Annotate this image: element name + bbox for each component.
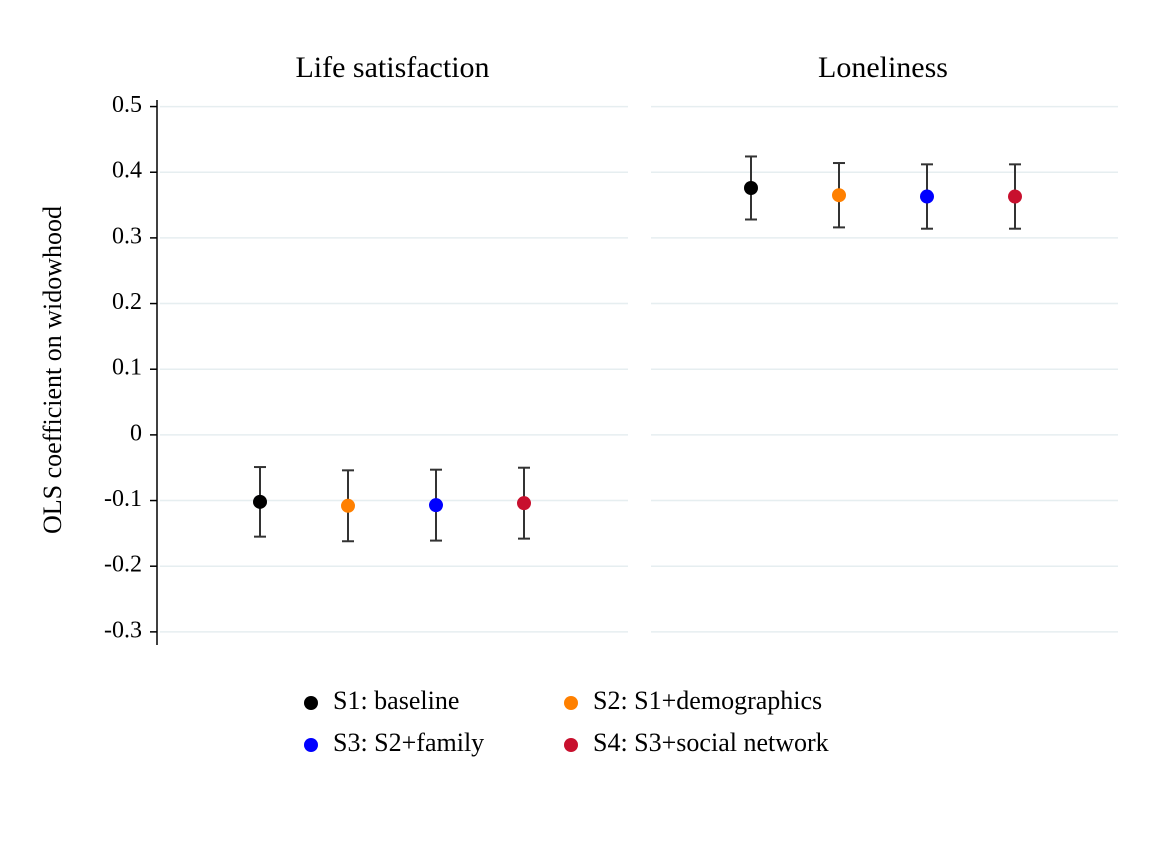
point [517,496,531,511]
legend-marker [304,738,318,752]
y-tick-label: 0.3 [112,223,142,249]
legend-marker [564,738,578,752]
y-tick-label: 0.5 [112,92,142,118]
y-tick-label: -0.1 [104,486,142,512]
legend-label: S3: S2+family [333,728,484,757]
point [832,188,846,203]
y-tick-label: -0.3 [104,617,142,643]
y-tick-label: 0 [130,420,142,446]
y-tick-label: -0.2 [104,552,142,578]
point [341,498,355,513]
legend-label: S2: S1+demographics [593,686,822,715]
y-tick-label: 0.4 [112,158,142,184]
panel-title: Life satisfaction [295,51,489,84]
legend-marker [304,696,318,710]
point [253,494,267,509]
legend-marker [564,696,578,710]
point [429,498,443,513]
y-tick-label: 0.2 [112,289,142,315]
point [1008,189,1022,204]
y-axis-label: OLS coefficient on widowhood [38,206,67,534]
legend-label: S4: S3+social network [593,728,829,757]
point [744,180,758,195]
y-tick-label: 0.1 [112,355,142,381]
panel-title: Loneliness [818,51,948,84]
legend-label: S1: baseline [333,686,459,715]
point [920,189,934,204]
